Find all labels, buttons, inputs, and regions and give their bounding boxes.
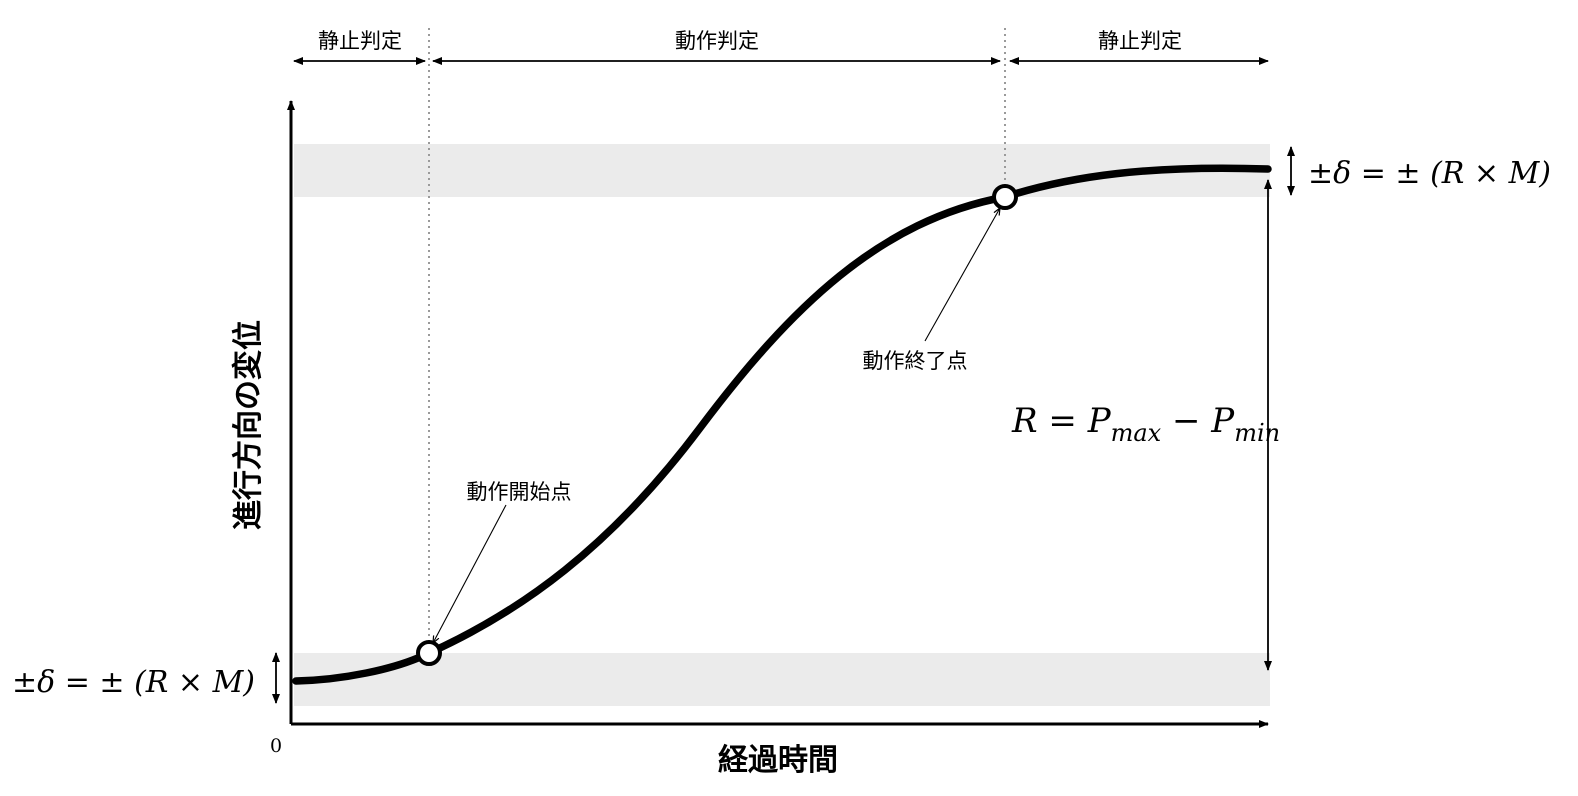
motion-start-marker xyxy=(416,640,442,666)
end-point-leader xyxy=(924,208,1000,342)
lower-tolerance-formula: ±δ = ± (R × M) xyxy=(12,665,255,700)
y-axis-title: 進行方向の変位 xyxy=(231,320,266,530)
range-formula-sub-max: max xyxy=(1111,419,1162,447)
right-static-label: 静止判定 xyxy=(1098,29,1182,53)
range-formula-mid: − P xyxy=(1161,401,1235,441)
range-formula-sub-min: min xyxy=(1234,419,1280,447)
x-axis-title: 経過時間 xyxy=(718,743,838,778)
motion-label: 動作判定 xyxy=(675,29,759,53)
left-static-label: 静止判定 xyxy=(318,29,402,53)
motion-start-label: 動作開始点 xyxy=(467,480,572,504)
range-formula-lhs: R = P xyxy=(1011,401,1112,441)
motion-end-label: 動作終了点 xyxy=(863,349,968,373)
upper-tolerance-formula: ±δ = ± (R × M) xyxy=(1308,156,1551,191)
start-point-leader xyxy=(433,504,507,643)
motion-end-marker xyxy=(992,184,1018,210)
lower-tolerance-band xyxy=(294,653,1270,706)
range-formula: R = Pmax − Pmin xyxy=(1011,401,1280,447)
upper-tolerance-band xyxy=(294,144,1270,197)
origin-label: 0 xyxy=(270,735,282,757)
